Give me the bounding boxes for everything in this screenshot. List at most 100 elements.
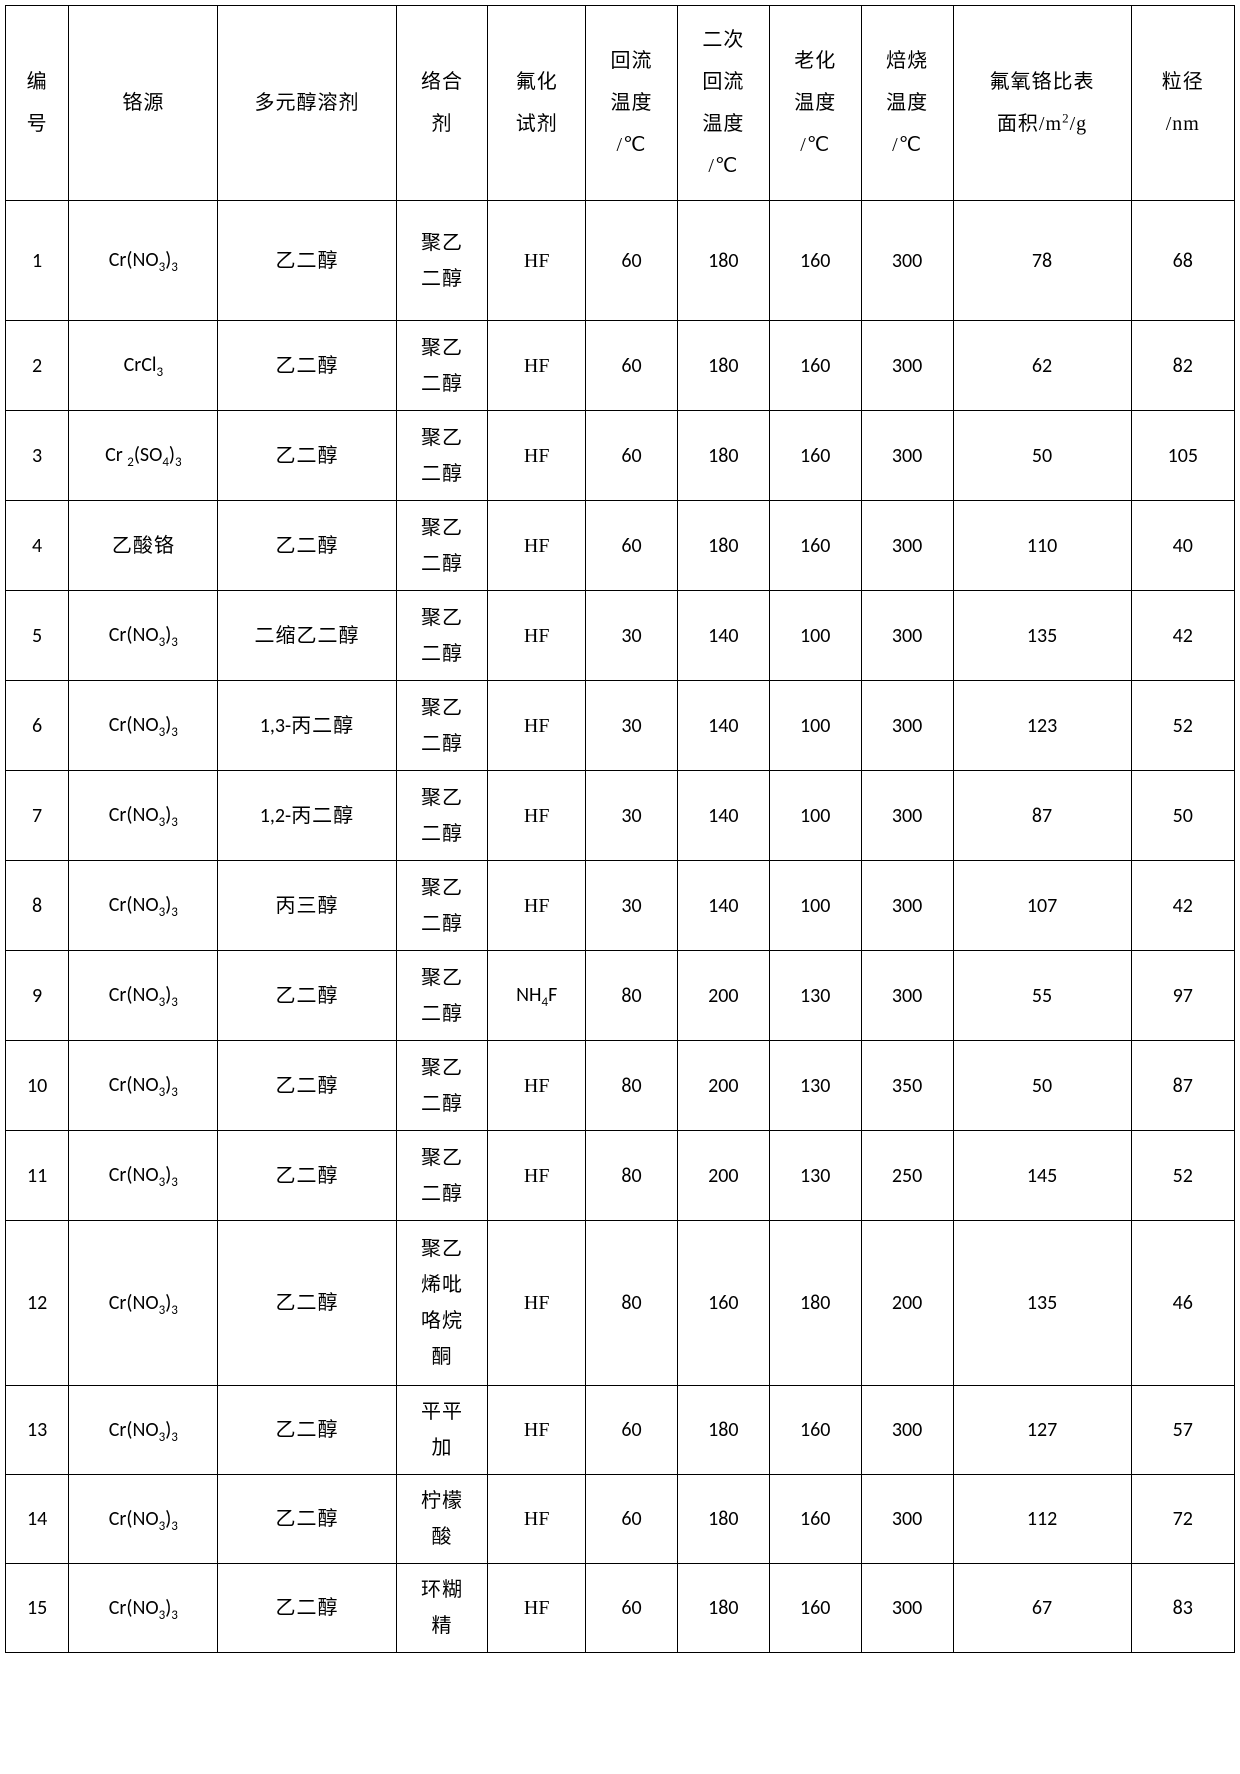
cell-particle_d: 72 bbox=[1131, 1475, 1234, 1564]
table-row: 15Cr(NO3)3乙二醇环糊精HF601801603006783 bbox=[6, 1564, 1235, 1653]
cell-surface_area: 145 bbox=[953, 1131, 1131, 1221]
cell-reflux_t: 80 bbox=[586, 1221, 678, 1386]
cell-id: 6 bbox=[6, 681, 69, 771]
cell-complex: 聚乙二醇 bbox=[396, 201, 488, 321]
cell-aging_t: 130 bbox=[769, 1131, 861, 1221]
cell-sec_reflux_t: 180 bbox=[677, 501, 769, 591]
cell-chromium_src: Cr(NO3)3 bbox=[69, 1041, 218, 1131]
cell-calc_t: 250 bbox=[861, 1131, 953, 1221]
cell-chromium_src: Cr(NO3)3 bbox=[69, 591, 218, 681]
table-row: 7Cr(NO3)31,2-丙二醇聚乙二醇HF301401003008750 bbox=[6, 771, 1235, 861]
col-header-calc_t: 焙烧温度/℃ bbox=[861, 6, 953, 201]
cell-chromium_src: Cr 2(SO4)3 bbox=[69, 411, 218, 501]
cell-reflux_t: 30 bbox=[586, 771, 678, 861]
cell-complex: 平平加 bbox=[396, 1386, 488, 1475]
cell-polyol: 乙二醇 bbox=[218, 1564, 396, 1653]
cell-fluorinating: HF bbox=[488, 1131, 586, 1221]
cell-surface_area: 127 bbox=[953, 1386, 1131, 1475]
cell-fluorinating: HF bbox=[488, 1386, 586, 1475]
cell-sec_reflux_t: 180 bbox=[677, 1564, 769, 1653]
cell-complex: 聚乙二醇 bbox=[396, 1041, 488, 1131]
cell-particle_d: 83 bbox=[1131, 1564, 1234, 1653]
table-row: 9Cr(NO3)3乙二醇聚乙二醇NH4F802001303005597 bbox=[6, 951, 1235, 1041]
cell-id: 5 bbox=[6, 591, 69, 681]
cell-id: 4 bbox=[6, 501, 69, 591]
cell-aging_t: 100 bbox=[769, 681, 861, 771]
cell-sec_reflux_t: 140 bbox=[677, 771, 769, 861]
col-header-polyol: 多元醇溶剂 bbox=[218, 6, 396, 201]
cell-chromium_src: Cr(NO3)3 bbox=[69, 1475, 218, 1564]
cell-calc_t: 300 bbox=[861, 321, 953, 411]
cell-sec_reflux_t: 140 bbox=[677, 861, 769, 951]
cell-id: 14 bbox=[6, 1475, 69, 1564]
col-header-fluorinating: 氟化试剂 bbox=[488, 6, 586, 201]
cell-calc_t: 300 bbox=[861, 951, 953, 1041]
cell-chromium_src: Cr(NO3)3 bbox=[69, 861, 218, 951]
cell-aging_t: 180 bbox=[769, 1221, 861, 1386]
cell-complex: 聚乙二醇 bbox=[396, 951, 488, 1041]
cell-calc_t: 300 bbox=[861, 1386, 953, 1475]
table-row: 2CrCl3乙二醇聚乙二醇HF601801603006282 bbox=[6, 321, 1235, 411]
cell-calc_t: 300 bbox=[861, 1564, 953, 1653]
cell-aging_t: 160 bbox=[769, 201, 861, 321]
cell-aging_t: 160 bbox=[769, 501, 861, 591]
cell-sec_reflux_t: 180 bbox=[677, 201, 769, 321]
cell-polyol: 二缩乙二醇 bbox=[218, 591, 396, 681]
cell-aging_t: 100 bbox=[769, 771, 861, 861]
cell-chromium_src: 乙酸铬 bbox=[69, 501, 218, 591]
cell-sec_reflux_t: 180 bbox=[677, 411, 769, 501]
cell-complex: 聚乙二醇 bbox=[396, 861, 488, 951]
cell-surface_area: 50 bbox=[953, 1041, 1131, 1131]
col-header-particle_d: 粒径/nm bbox=[1131, 6, 1234, 201]
cell-fluorinating: HF bbox=[488, 321, 586, 411]
cell-complex: 聚乙烯吡咯烷酮 bbox=[396, 1221, 488, 1386]
cell-complex: 聚乙二醇 bbox=[396, 411, 488, 501]
cell-fluorinating: HF bbox=[488, 1221, 586, 1386]
cell-id: 15 bbox=[6, 1564, 69, 1653]
cell-chromium_src: Cr(NO3)3 bbox=[69, 1131, 218, 1221]
cell-calc_t: 200 bbox=[861, 1221, 953, 1386]
cell-surface_area: 135 bbox=[953, 591, 1131, 681]
cell-particle_d: 42 bbox=[1131, 861, 1234, 951]
cell-chromium_src: Cr(NO3)3 bbox=[69, 1564, 218, 1653]
cell-reflux_t: 60 bbox=[586, 501, 678, 591]
cell-fluorinating: HF bbox=[488, 201, 586, 321]
cell-sec_reflux_t: 180 bbox=[677, 1386, 769, 1475]
cell-calc_t: 300 bbox=[861, 591, 953, 681]
cell-fluorinating: HF bbox=[488, 1475, 586, 1564]
cell-complex: 聚乙二醇 bbox=[396, 501, 488, 591]
cell-fluorinating: NH4F bbox=[488, 951, 586, 1041]
cell-polyol: 乙二醇 bbox=[218, 201, 396, 321]
cell-reflux_t: 60 bbox=[586, 1386, 678, 1475]
cell-surface_area: 87 bbox=[953, 771, 1131, 861]
cell-reflux_t: 60 bbox=[586, 1564, 678, 1653]
cell-calc_t: 300 bbox=[861, 861, 953, 951]
cell-complex: 聚乙二醇 bbox=[396, 321, 488, 411]
cell-complex: 环糊精 bbox=[396, 1564, 488, 1653]
cell-aging_t: 160 bbox=[769, 1386, 861, 1475]
cell-reflux_t: 30 bbox=[586, 591, 678, 681]
cell-aging_t: 130 bbox=[769, 951, 861, 1041]
cell-sec_reflux_t: 180 bbox=[677, 1475, 769, 1564]
table-row: 3Cr 2(SO4)3乙二醇聚乙二醇HF6018016030050105 bbox=[6, 411, 1235, 501]
col-header-reflux_t: 回流温度/℃ bbox=[586, 6, 678, 201]
table-row: 13Cr(NO3)3乙二醇平平加HF6018016030012757 bbox=[6, 1386, 1235, 1475]
cell-surface_area: 110 bbox=[953, 501, 1131, 591]
cell-surface_area: 112 bbox=[953, 1475, 1131, 1564]
table-body: 1Cr(NO3)3乙二醇聚乙二醇HF6018016030078682CrCl3乙… bbox=[6, 201, 1235, 1653]
cell-particle_d: 42 bbox=[1131, 591, 1234, 681]
col-header-chromium_src: 铬源 bbox=[69, 6, 218, 201]
cell-calc_t: 300 bbox=[861, 201, 953, 321]
cell-polyol: 乙二醇 bbox=[218, 1386, 396, 1475]
cell-surface_area: 107 bbox=[953, 861, 1131, 951]
cell-sec_reflux_t: 140 bbox=[677, 681, 769, 771]
cell-particle_d: 52 bbox=[1131, 1131, 1234, 1221]
cell-particle_d: 97 bbox=[1131, 951, 1234, 1041]
cell-aging_t: 100 bbox=[769, 591, 861, 681]
cell-sec_reflux_t: 180 bbox=[677, 321, 769, 411]
cell-calc_t: 350 bbox=[861, 1041, 953, 1131]
cell-id: 3 bbox=[6, 411, 69, 501]
cell-polyol: 乙二醇 bbox=[218, 321, 396, 411]
cell-sec_reflux_t: 140 bbox=[677, 591, 769, 681]
cell-polyol: 1,2-丙二醇 bbox=[218, 771, 396, 861]
